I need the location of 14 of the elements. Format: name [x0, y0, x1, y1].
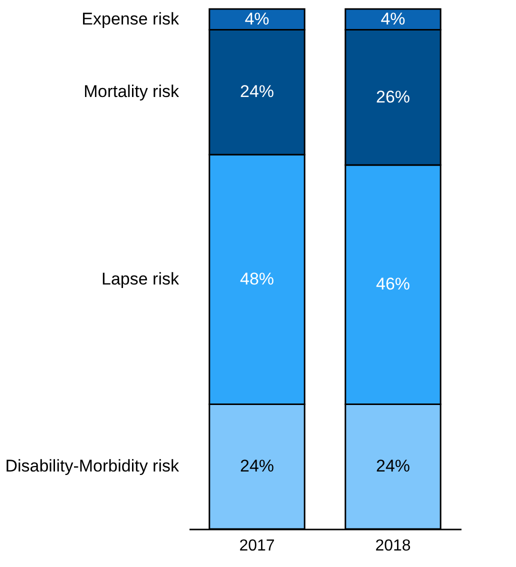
data-label: 24% [376, 456, 410, 476]
series-label: Expense risk [82, 9, 180, 28]
series-label: Disability-Morbidity risk [5, 456, 180, 476]
data-label: 24% [240, 82, 274, 102]
x-tick-label: 2018 [375, 538, 411, 554]
series-label: Mortality risk [84, 82, 180, 102]
data-label: 48% [240, 269, 274, 288]
x-tick-label: 2017 [239, 538, 275, 554]
data-label: 4% [244, 9, 270, 28]
data-label: 46% [376, 274, 410, 294]
data-label: 26% [376, 87, 410, 106]
data-label: 24% [240, 456, 274, 476]
series-label: Lapse risk [102, 269, 180, 288]
data-label: 4% [380, 9, 406, 28]
